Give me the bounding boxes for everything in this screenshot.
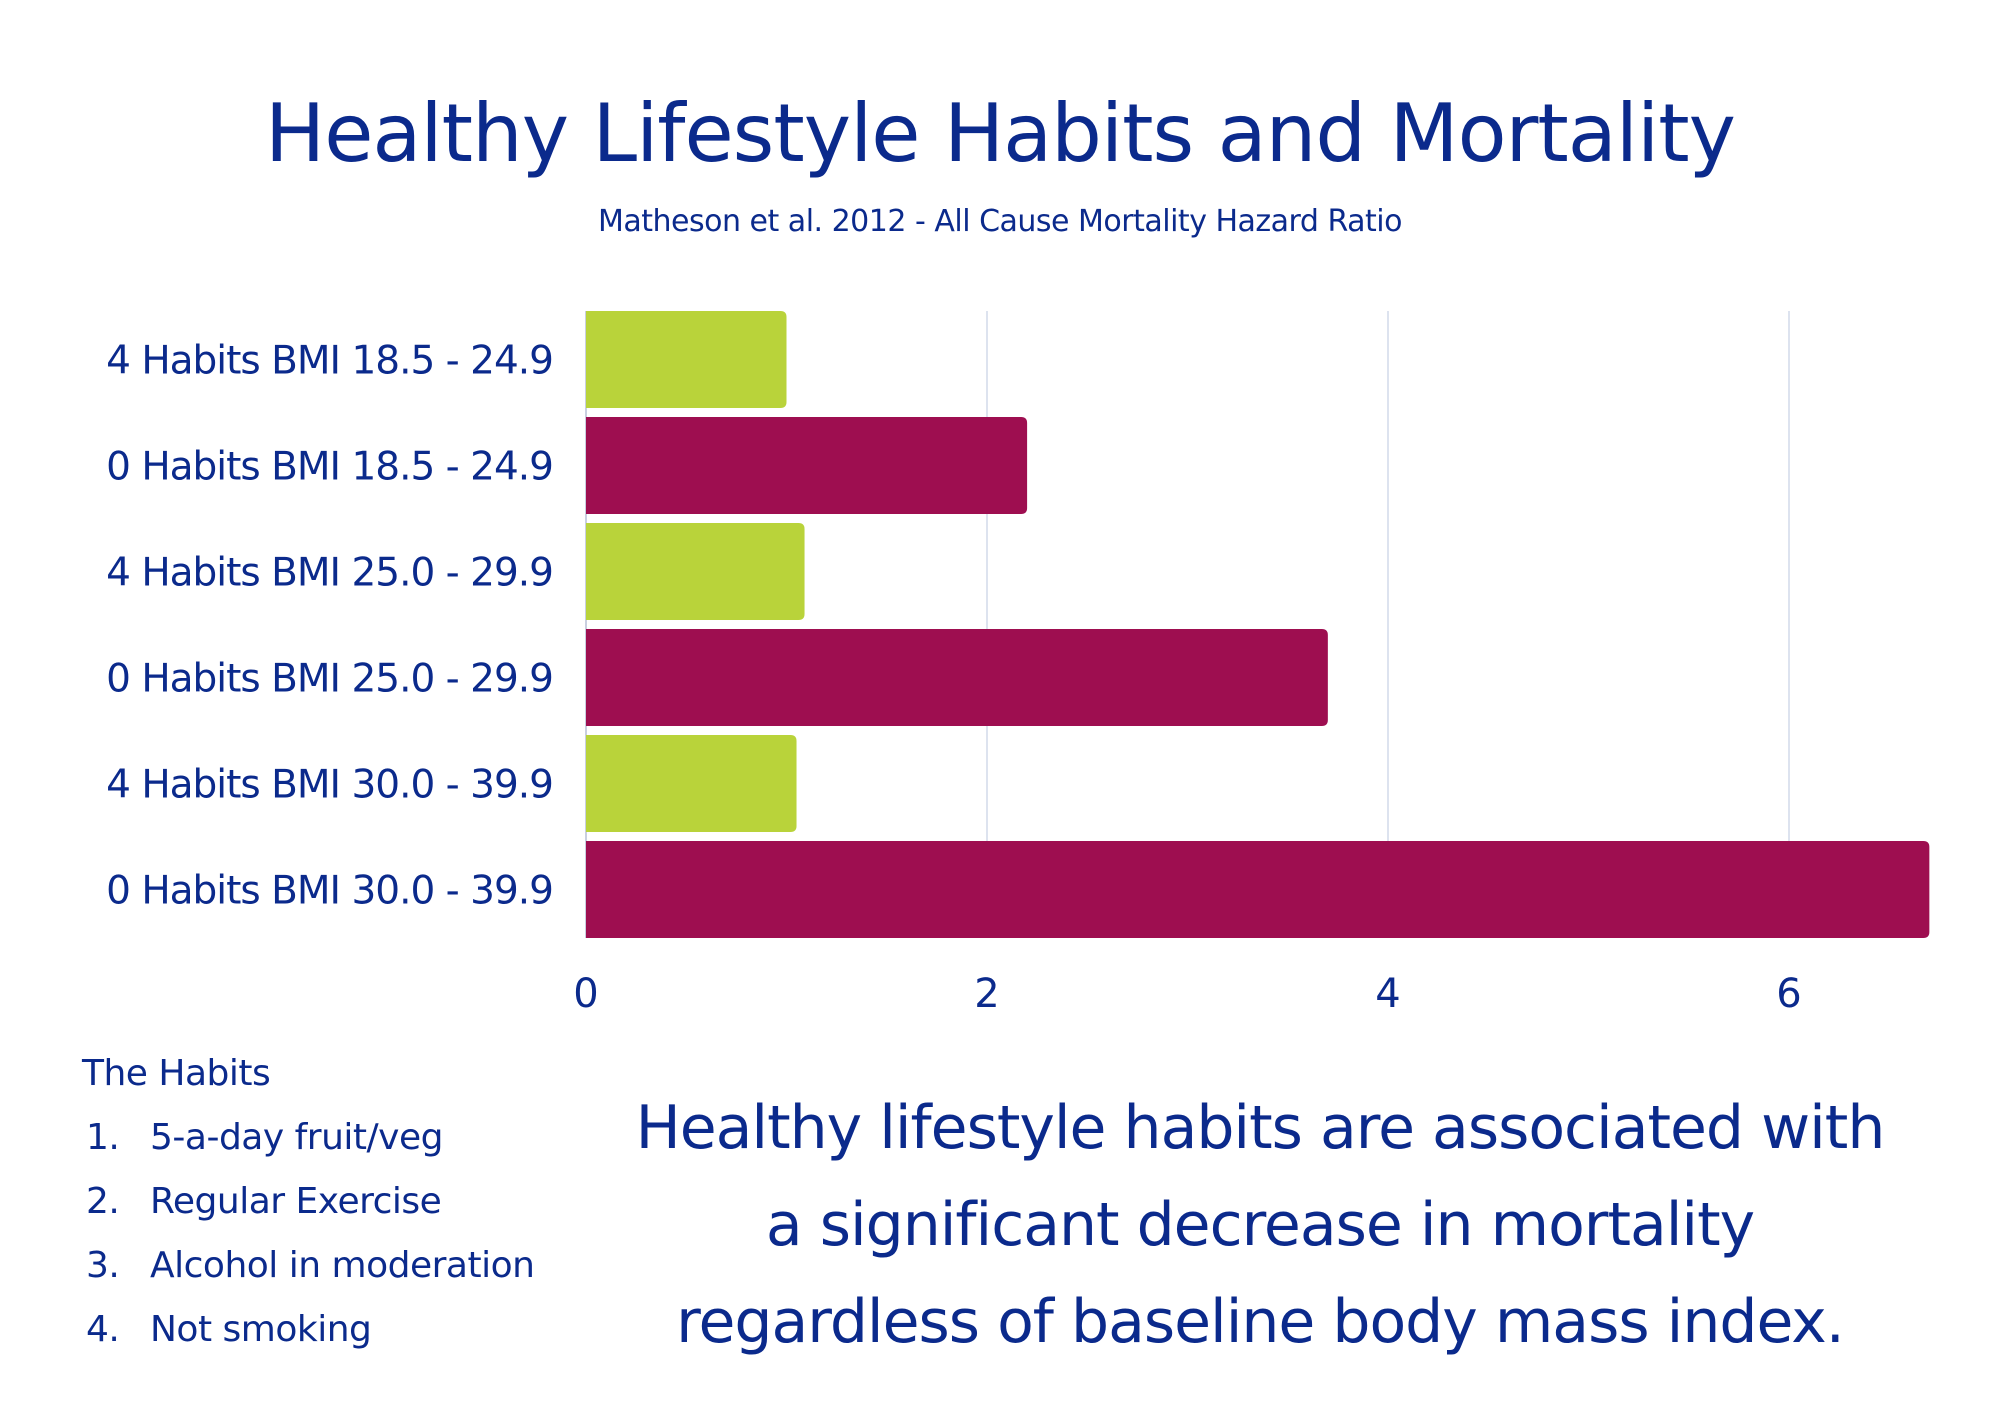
habits-heading: The Habits	[82, 1053, 271, 1094]
bar-0-habits	[586, 417, 1028, 514]
y-axis-label: 0 Habits BMI 30.0 - 39.9	[106, 869, 553, 914]
chart-title: Healthy Lifestyle Habits and Mortality	[265, 87, 1736, 180]
habit-item: 4. Not smoking	[82, 1298, 534, 1362]
habit-label: 5-a-day fruit/veg	[150, 1117, 443, 1158]
habit-label: Regular Exercise	[150, 1181, 442, 1222]
gridlines	[585, 311, 1790, 938]
x-axis-tick-labels: 0 2 4 6	[573, 971, 1801, 1017]
habit-number: 1.	[86, 1117, 120, 1158]
y-axis-label: 4 Habits BMI 25.0 - 29.9	[106, 551, 553, 596]
habit-number: 4.	[86, 1309, 120, 1350]
x-tick-label: 6	[1776, 971, 1801, 1017]
y-axis-label: 4 Habits BMI 18.5 - 24.9	[106, 339, 553, 384]
y-axis-label: 4 Habits BMI 30.0 - 39.9	[106, 763, 553, 808]
statement-line: regardless of baseline body mass index.	[676, 1287, 1845, 1357]
x-tick-label: 0	[573, 971, 598, 1017]
bar-4-habits	[586, 735, 797, 832]
habit-item: 1. 5-a-day fruit/veg	[82, 1106, 534, 1170]
x-tick-label: 4	[1375, 971, 1400, 1017]
bar-0-habits	[586, 629, 1328, 726]
bar-4-habits	[586, 523, 805, 620]
statement-line: a significant decrease in mortality	[765, 1190, 1755, 1260]
habit-number: 2.	[86, 1181, 120, 1222]
conclusion-statement: Healthy lifestyle habits are associated …	[600, 1080, 1920, 1371]
y-axis-label: 0 Habits BMI 18.5 - 24.9	[106, 445, 553, 490]
bars	[586, 311, 1930, 938]
habit-label: Alcohol in moderation	[150, 1245, 535, 1286]
chart-subtitle: Matheson et al. 2012 - All Cause Mortali…	[598, 204, 1402, 239]
habits-list: The Habits 1. 5-a-day fruit/veg 2. Regul…	[82, 1042, 535, 1362]
y-axis-labels: 4 Habits BMI 18.5 - 24.9 0 Habits BMI 18.…	[106, 339, 554, 914]
bar-4-habits	[586, 311, 787, 408]
habit-label: Not smoking	[150, 1309, 372, 1350]
statement-line: Healthy lifestyle habits are associated …	[635, 1093, 1886, 1163]
bar-0-habits	[586, 841, 1930, 938]
x-tick-label: 2	[974, 971, 999, 1017]
habit-item: 3. Alcohol in moderation	[82, 1234, 535, 1298]
habit-number: 3.	[86, 1245, 120, 1286]
y-axis-label: 0 Habits BMI 25.0 - 29.9	[106, 657, 553, 702]
habit-item: 2. Regular Exercise	[82, 1170, 534, 1234]
